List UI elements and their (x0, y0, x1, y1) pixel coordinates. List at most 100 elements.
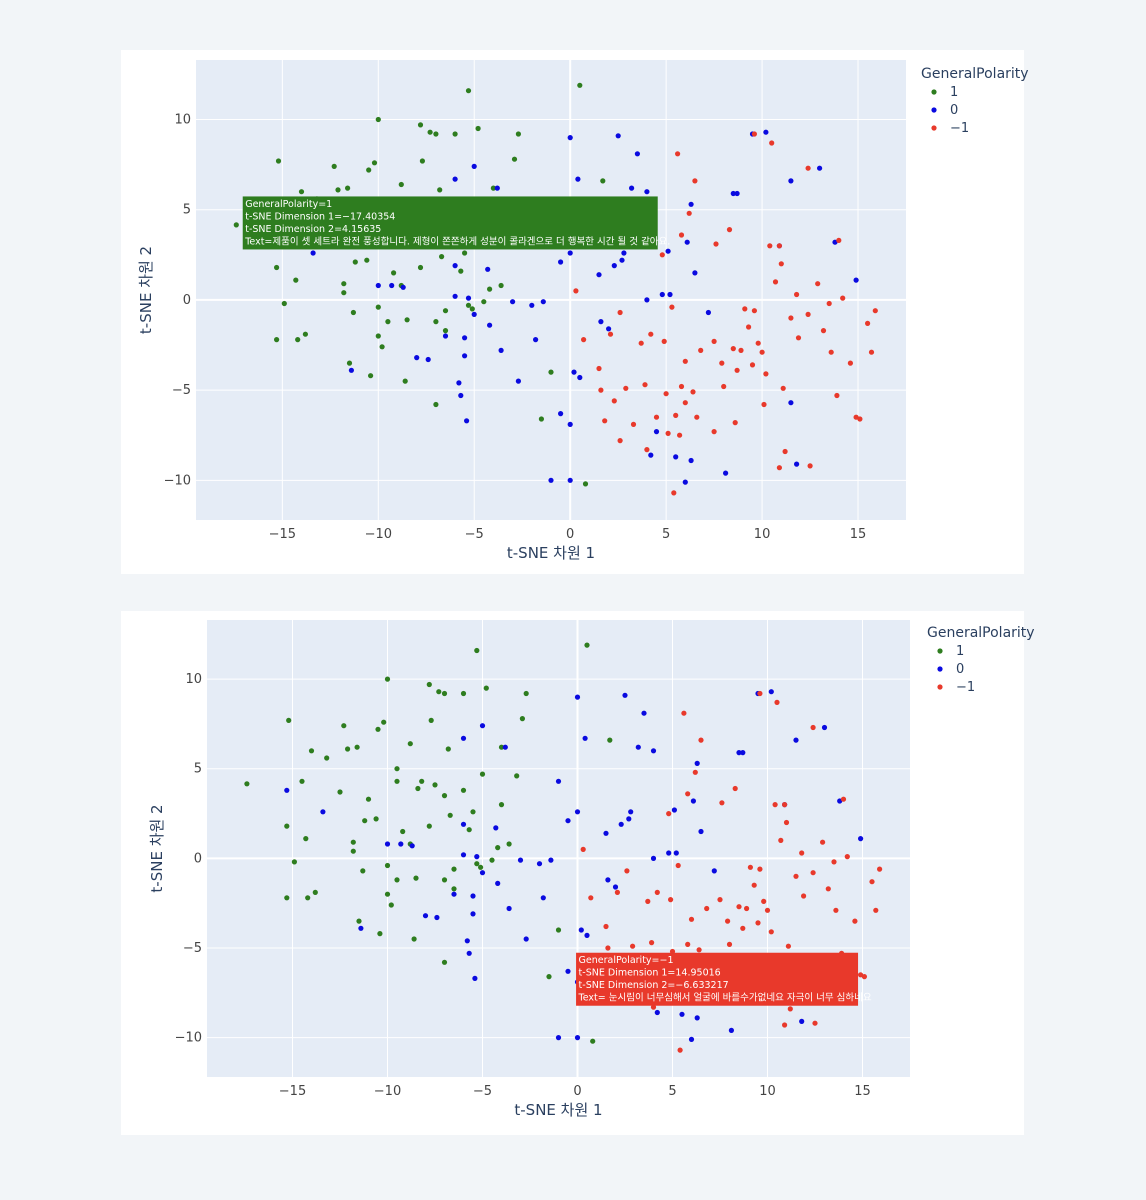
data-point[interactable] (433, 131, 439, 137)
data-point[interactable] (852, 918, 858, 924)
data-point[interactable] (533, 337, 539, 343)
data-point[interactable] (567, 135, 573, 141)
data-point[interactable] (751, 882, 757, 888)
data-point[interactable] (740, 750, 746, 756)
data-point[interactable] (666, 811, 672, 817)
data-point[interactable] (460, 690, 467, 697)
data-point[interactable] (470, 893, 476, 899)
data-point[interactable] (782, 802, 788, 808)
data-point[interactable] (312, 889, 318, 895)
data-point[interactable] (354, 744, 360, 750)
data-point[interactable] (669, 304, 675, 310)
data-point[interactable] (682, 400, 688, 406)
data-point[interactable] (630, 421, 637, 427)
data-point[interactable] (746, 324, 752, 330)
data-point[interactable] (692, 178, 698, 184)
data-point[interactable] (606, 326, 612, 332)
data-point[interactable] (286, 717, 292, 723)
data-point[interactable] (665, 430, 671, 436)
data-point[interactable] (772, 279, 779, 285)
data-point[interactable] (244, 781, 250, 787)
data-point[interactable] (548, 477, 554, 483)
data-point[interactable] (303, 836, 309, 842)
data-point[interactable] (409, 843, 415, 849)
data-point[interactable] (360, 868, 366, 874)
data-point[interactable] (815, 281, 821, 287)
data-point[interactable] (375, 116, 381, 123)
data-point[interactable] (590, 1038, 596, 1044)
data-point[interactable] (580, 846, 586, 852)
data-point[interactable] (458, 268, 464, 274)
data-point[interactable] (853, 277, 859, 283)
data-point[interactable] (844, 854, 850, 860)
data-point[interactable] (799, 850, 805, 856)
data-point[interactable] (442, 333, 449, 339)
data-point[interactable] (291, 859, 297, 865)
data-point[interactable] (464, 938, 470, 944)
data-point[interactable] (638, 340, 644, 346)
data-point[interactable] (465, 88, 472, 94)
data-point[interactable] (452, 293, 458, 299)
data-point[interactable] (630, 943, 636, 949)
data-point[interactable] (567, 250, 573, 256)
data-point[interactable] (650, 855, 657, 861)
data-point[interactable] (778, 261, 784, 267)
data-point[interactable] (555, 778, 562, 784)
data-point[interactable] (780, 385, 786, 391)
data-point[interactable] (437, 187, 443, 193)
data-point[interactable] (730, 346, 736, 352)
data-point[interactable] (384, 862, 391, 869)
data-point[interactable] (840, 295, 846, 301)
data-point[interactable] (345, 746, 351, 752)
data-point[interactable] (464, 418, 470, 424)
data-point[interactable] (723, 470, 729, 476)
data-point[interactable] (465, 302, 472, 308)
data-point[interactable] (515, 378, 521, 384)
data-point[interactable] (761, 401, 767, 408)
data-point[interactable] (284, 895, 290, 901)
data-point[interactable] (479, 870, 486, 876)
data-point[interactable] (474, 854, 480, 860)
data-point[interactable] (356, 918, 362, 924)
data-point[interactable] (834, 392, 840, 399)
data-point[interactable] (877, 866, 883, 872)
data-point[interactable] (546, 974, 552, 980)
data-point[interactable] (810, 870, 816, 876)
data-point[interactable] (615, 133, 621, 139)
data-point[interactable] (628, 809, 634, 815)
data-point[interactable] (434, 914, 440, 921)
data-point[interactable] (621, 250, 627, 256)
data-point[interactable] (456, 380, 462, 386)
data-point[interactable] (428, 717, 434, 723)
data-point[interactable] (574, 809, 581, 815)
data-point[interactable] (548, 369, 554, 375)
data-point[interactable] (704, 905, 710, 912)
data-point[interactable] (719, 800, 725, 806)
data-point[interactable] (644, 189, 650, 195)
data-point[interactable] (385, 319, 391, 325)
data-point[interactable] (759, 349, 765, 355)
data-point[interactable] (605, 877, 611, 883)
data-point[interactable] (605, 945, 611, 951)
legend-marker[interactable] (937, 684, 943, 690)
data-point[interactable] (681, 710, 687, 716)
data-point[interactable] (668, 897, 674, 903)
data-point[interactable] (548, 857, 554, 863)
data-point[interactable] (462, 250, 468, 256)
data-point[interactable] (690, 389, 696, 395)
data-point[interactable] (653, 429, 660, 435)
legend-marker[interactable] (931, 89, 937, 95)
data-point[interactable] (644, 297, 650, 303)
data-point[interactable] (653, 414, 660, 420)
data-point[interactable] (425, 356, 431, 363)
data-point[interactable] (736, 904, 742, 910)
data-point[interactable] (617, 309, 623, 316)
data-point[interactable] (794, 291, 800, 298)
legend-label[interactable]: −1 (956, 680, 975, 695)
data-point[interactable] (487, 286, 493, 292)
data-point[interactable] (442, 328, 449, 334)
data-point[interactable] (663, 391, 669, 397)
data-point[interactable] (659, 291, 665, 298)
data-point[interactable] (441, 959, 448, 965)
